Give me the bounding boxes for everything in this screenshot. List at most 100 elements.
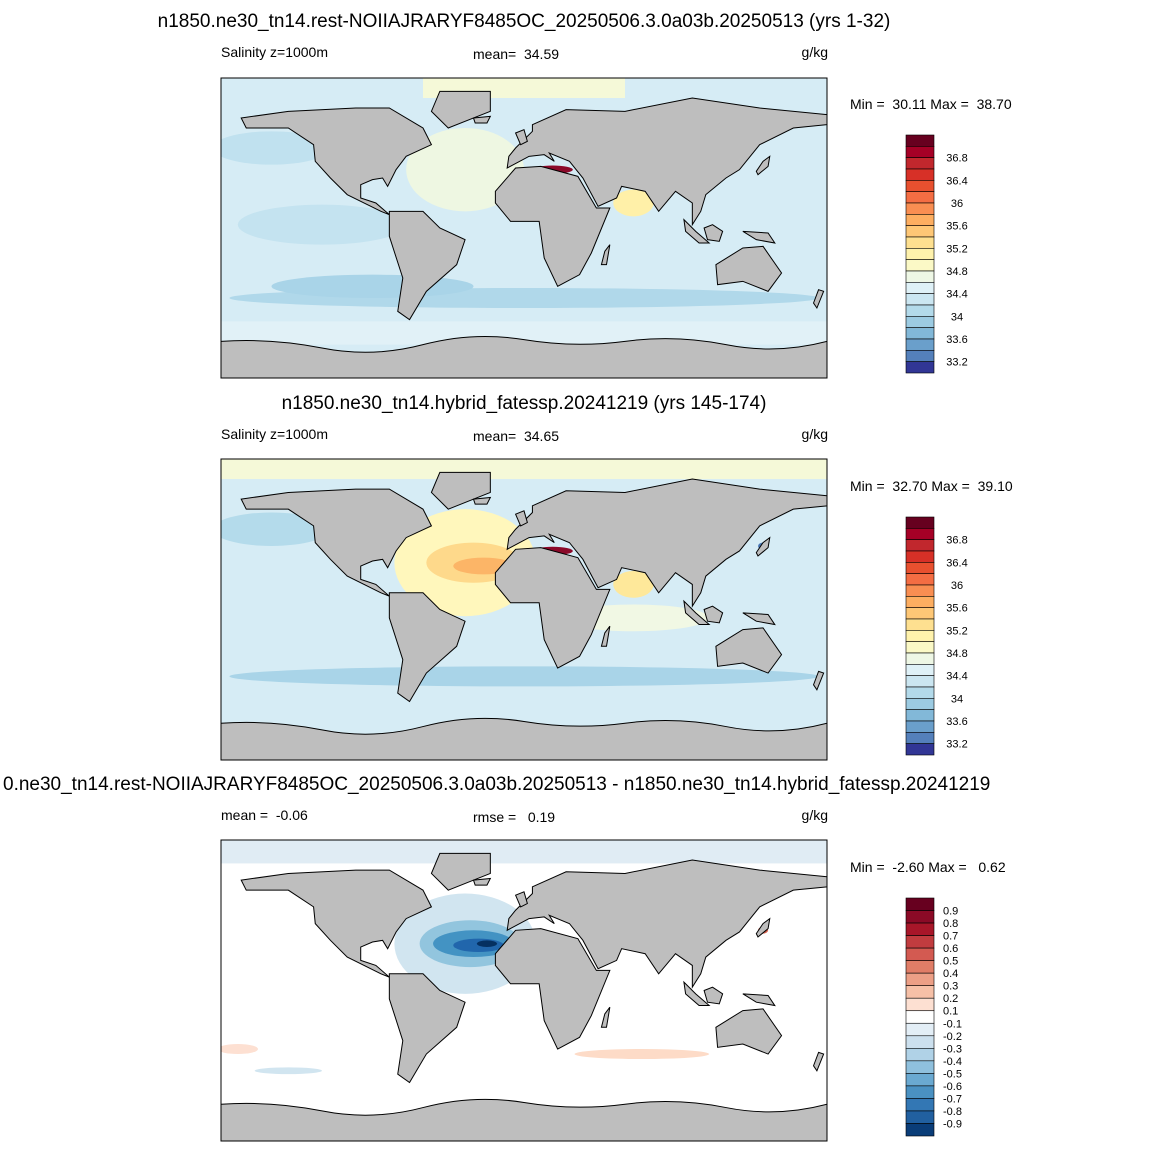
colorbar-box bbox=[905, 191, 935, 204]
colorbar-box bbox=[905, 214, 935, 226]
colorbar-box bbox=[905, 361, 935, 374]
colorbar-label: 0.9 bbox=[943, 906, 958, 918]
colorbar-box bbox=[905, 573, 935, 586]
colorbar-box bbox=[905, 630, 935, 642]
colorbar-box bbox=[905, 528, 935, 540]
colorbar-label: -0.9 bbox=[943, 1118, 962, 1130]
colorbar-box bbox=[905, 960, 935, 974]
colorbar-label: -0.2 bbox=[943, 1031, 962, 1043]
min-max-label: Min = -2.60 Max = 0.62 bbox=[850, 859, 1006, 875]
colorbar-box bbox=[905, 236, 935, 249]
colorbar-label: 33.6 bbox=[946, 716, 967, 728]
colorbar-label: 0.7 bbox=[943, 931, 958, 943]
colorbar-label: -0.6 bbox=[943, 1081, 962, 1093]
colorbar-label: 0.3 bbox=[943, 981, 958, 993]
stat-label: rmse = 0.19 bbox=[473, 809, 555, 825]
colorbar-box bbox=[905, 675, 935, 688]
colorbar-box bbox=[905, 985, 935, 999]
colorbar-box bbox=[905, 972, 935, 986]
colorbar-box bbox=[905, 562, 935, 574]
colorbar-label: 33.2 bbox=[946, 357, 967, 369]
colorbar-box bbox=[905, 316, 935, 328]
colorbar-label: 34.8 bbox=[946, 648, 967, 660]
colorbar-box bbox=[905, 293, 935, 306]
colorbar-box bbox=[905, 1048, 935, 1062]
panel-title: n1850.ne30_tn14.rest-NOIIAJRARYF8485OC_2… bbox=[158, 11, 891, 32]
panel-title: n1850.ne30_tn14.hybrid_fatessp.20241219 … bbox=[282, 393, 767, 414]
colorbar-box bbox=[905, 1035, 935, 1049]
colorbar-box bbox=[905, 350, 935, 362]
colorbar-box bbox=[905, 922, 935, 936]
colorbar-box bbox=[905, 180, 935, 192]
colorbar-box bbox=[905, 1110, 935, 1124]
colorbar-box bbox=[905, 168, 935, 181]
colorbar-label: 35.2 bbox=[946, 625, 967, 637]
field-label: Salinity z=1000m bbox=[221, 44, 328, 60]
colorbar-box bbox=[905, 664, 935, 676]
min-max-label: Min = 32.70 Max = 39.10 bbox=[850, 478, 1013, 494]
map bbox=[221, 78, 827, 378]
colorbar-label: 0.2 bbox=[943, 993, 958, 1005]
colorbar-label: 36.4 bbox=[946, 175, 967, 187]
stat-label: mean= 34.59 bbox=[473, 46, 559, 62]
colorbar-box bbox=[905, 1010, 935, 1024]
field-label: mean = -0.06 bbox=[221, 807, 308, 823]
colorbar-box bbox=[905, 997, 935, 1012]
colorbar-label: 0.4 bbox=[943, 968, 958, 980]
colorbar-box bbox=[905, 134, 935, 147]
map bbox=[221, 840, 827, 1141]
colorbar-box bbox=[905, 607, 935, 620]
colorbar-box bbox=[905, 732, 935, 744]
colorbar-label: -0.5 bbox=[943, 1068, 962, 1080]
colorbar-box bbox=[905, 897, 935, 911]
colorbar-box bbox=[905, 1123, 935, 1137]
colorbar-box bbox=[905, 550, 935, 563]
map bbox=[221, 459, 827, 760]
colorbar-box bbox=[905, 225, 935, 238]
colorbar-box bbox=[905, 641, 935, 654]
colorbar-label: 36.4 bbox=[946, 557, 967, 569]
colorbar-box bbox=[905, 910, 935, 924]
colorbar-box bbox=[905, 1098, 935, 1112]
colorbar-label: 36 bbox=[951, 580, 963, 592]
colorbar-box bbox=[905, 709, 935, 722]
colorbar-box bbox=[905, 270, 935, 283]
colorbar-label: -0.8 bbox=[943, 1106, 962, 1118]
colorbar-box bbox=[905, 1073, 935, 1087]
colorbar-label: 0.1 bbox=[943, 1006, 958, 1018]
units-label: g/kg bbox=[802, 426, 828, 442]
colorbar-box bbox=[905, 743, 935, 756]
colorbar-label: 0.6 bbox=[943, 943, 958, 955]
field-label: Salinity z=1000m bbox=[221, 426, 328, 442]
colorbar-label: 34 bbox=[951, 311, 963, 323]
units-label: g/kg bbox=[802, 44, 828, 60]
colorbar-box bbox=[905, 686, 935, 699]
map-frame bbox=[220, 77, 828, 379]
colorbar-label: 0.5 bbox=[943, 956, 958, 968]
stat-label: mean= 34.65 bbox=[473, 428, 559, 444]
colorbar-box bbox=[905, 539, 935, 552]
colorbar-label: -0.1 bbox=[943, 1018, 962, 1030]
colorbar-label: 34.8 bbox=[946, 266, 967, 278]
colorbar-label: 34.4 bbox=[946, 289, 967, 301]
colorbar-box bbox=[905, 516, 935, 529]
colorbar-label: 33.2 bbox=[946, 739, 967, 751]
colorbar-box bbox=[905, 698, 935, 710]
map-frame bbox=[220, 458, 828, 761]
colorbar-box bbox=[905, 1085, 935, 1099]
colorbar-box bbox=[905, 596, 935, 608]
colorbar-box bbox=[905, 282, 935, 294]
colorbar-box bbox=[905, 248, 935, 260]
colorbar-box bbox=[905, 327, 935, 340]
colorbar-label: 35.2 bbox=[946, 243, 967, 255]
colorbar-box bbox=[905, 935, 935, 949]
colorbar-box bbox=[905, 146, 935, 158]
colorbar-box bbox=[905, 202, 935, 215]
colorbar-label: -0.7 bbox=[943, 1093, 962, 1105]
colorbar-label: 35.6 bbox=[946, 603, 967, 615]
colorbar-box bbox=[905, 1060, 935, 1074]
colorbar-box bbox=[905, 618, 935, 631]
colorbar-box bbox=[905, 304, 935, 317]
